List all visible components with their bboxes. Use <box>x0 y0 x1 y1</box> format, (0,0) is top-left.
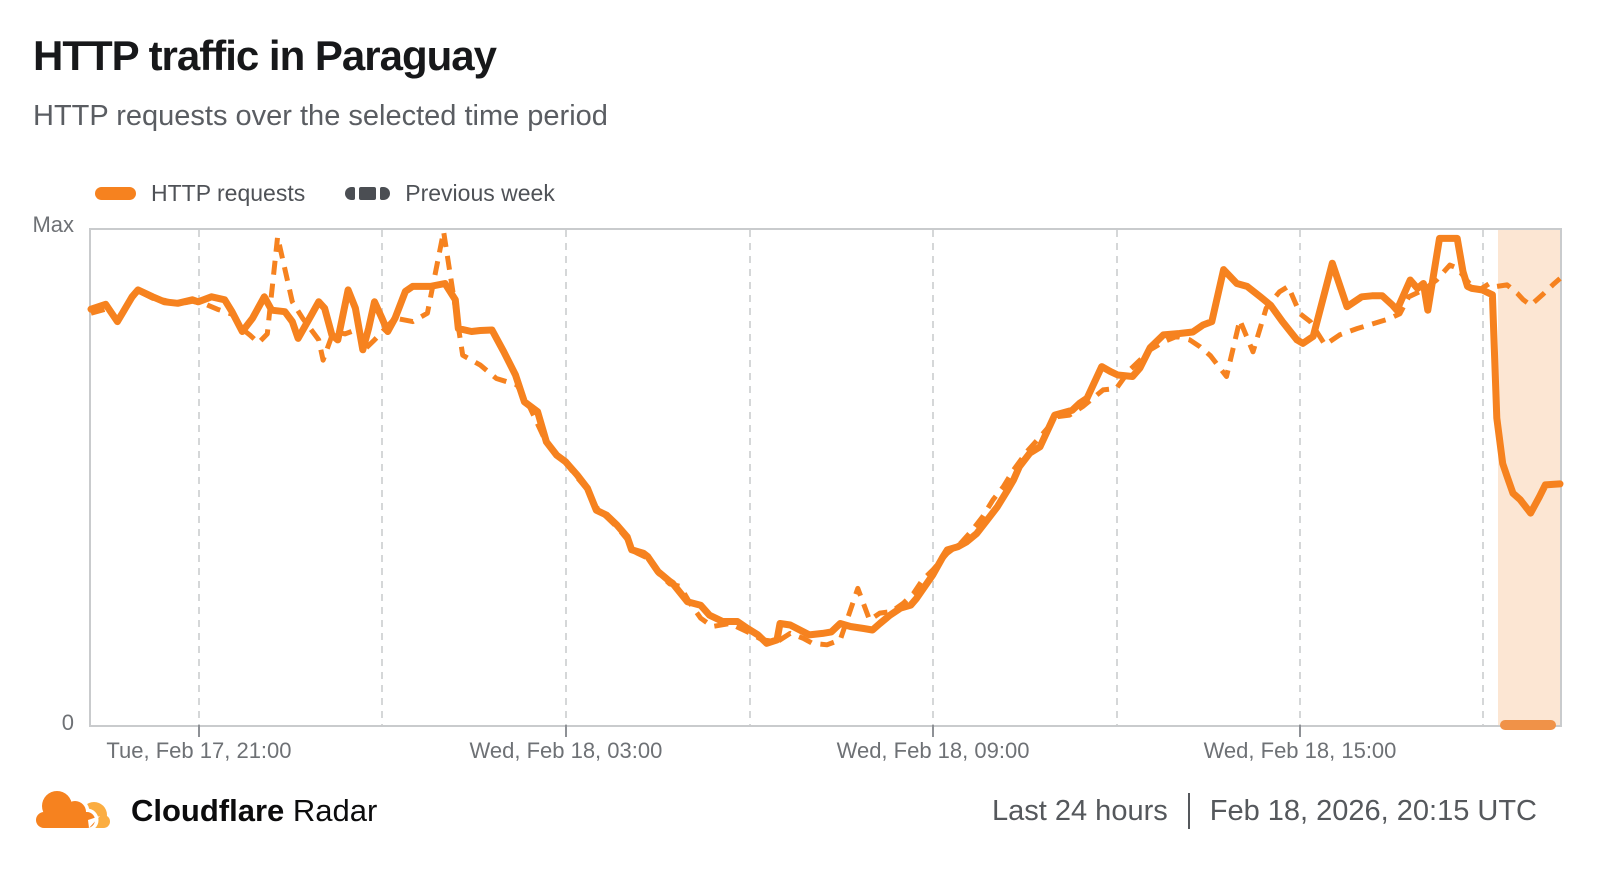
legend-label-previous-week: Previous week <box>405 180 555 206</box>
x-gridline <box>932 230 935 725</box>
x-gridline <box>381 230 384 725</box>
page-subtitle: HTTP requests over the selected time per… <box>33 100 608 132</box>
traffic-lines-canvas <box>87 229 1564 648</box>
x-gridline <box>564 230 567 725</box>
chart-legend: HTTP requests Previous week <box>95 180 555 207</box>
anomaly-marker-bar <box>1500 720 1556 730</box>
x-axis-label: Wed, Feb 18, 03:00 <box>469 738 663 763</box>
legend-label-http-requests: HTTP requests <box>151 180 306 206</box>
x-gridline <box>197 230 200 725</box>
brand-cloudflare: Cloudflare <box>131 793 285 828</box>
cloudflare-logo-icon <box>32 787 110 832</box>
legend-item-previous-week[interactable]: Previous week <box>345 180 555 207</box>
x-gridline <box>748 230 751 725</box>
x-gridline <box>1298 230 1301 725</box>
x-gridline <box>1482 230 1485 725</box>
x-gridline <box>1115 230 1118 725</box>
chart-plot-area[interactable] <box>87 228 1564 730</box>
previous-week-line <box>90 229 1562 648</box>
footer-separator <box>1187 793 1190 829</box>
brand-radar: Radar <box>292 793 378 828</box>
footer-meta: Last 24 hours Feb 18, 2026, 20:15 UTC <box>992 793 1537 829</box>
x-axis-label: Wed, Feb 18, 09:00 <box>836 738 1030 763</box>
page-title: HTTP traffic in Paraguay <box>33 32 497 79</box>
x-axis-label: Wed, Feb 18, 15:00 <box>1203 738 1397 763</box>
timestamp-label: Feb 18, 2026, 20:15 UTC <box>1209 794 1537 827</box>
brand-text: Cloudflare Radar <box>131 793 377 829</box>
legend-item-http-requests[interactable]: HTTP requests <box>95 180 305 207</box>
x-axis-tick <box>564 725 567 737</box>
x-axis-tick <box>197 725 200 737</box>
y-axis-zero-label: 0 <box>61 710 74 735</box>
http-requests-line-swatch-icon <box>95 187 136 200</box>
http-requests-line <box>87 234 1564 647</box>
x-axis-label: Tue, Feb 17, 21:00 <box>106 738 292 763</box>
previous-week-dashed-swatch-icon <box>345 187 391 200</box>
footer-branding: Cloudflare Radar <box>30 783 377 839</box>
y-axis-max-label: Max <box>32 212 74 237</box>
time-range-label: Last 24 hours <box>992 794 1168 827</box>
x-axis-tick <box>932 725 935 737</box>
x-axis-tick <box>1298 725 1301 737</box>
